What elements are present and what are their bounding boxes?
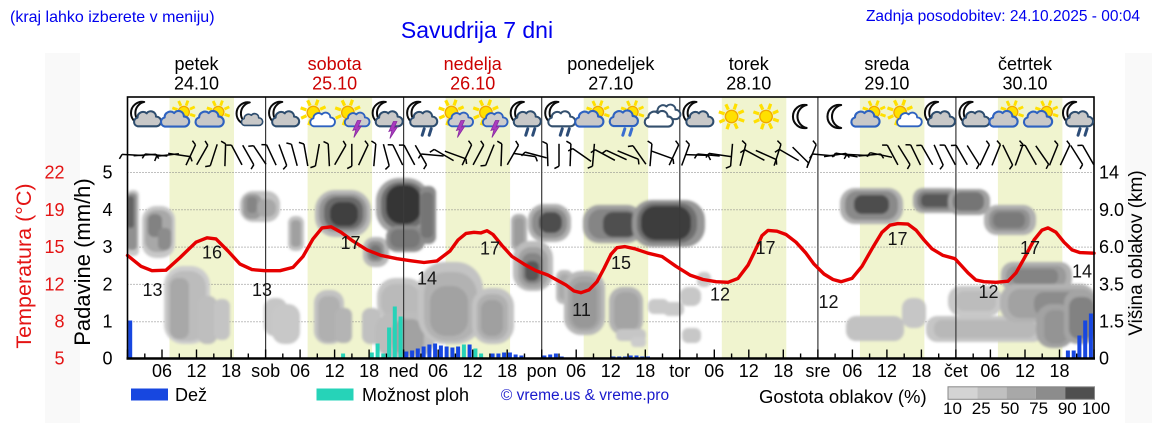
svg-text:18: 18	[359, 361, 379, 381]
svg-text:17: 17	[755, 238, 775, 258]
svg-text:12: 12	[325, 361, 345, 381]
svg-text:12: 12	[739, 361, 759, 381]
svg-text:12: 12	[1015, 361, 1035, 381]
svg-text:18: 18	[497, 361, 517, 381]
svg-text:12: 12	[818, 292, 838, 312]
svg-text:17: 17	[1020, 238, 1040, 258]
svg-text:sobota: sobota	[308, 54, 363, 74]
svg-text:12: 12	[463, 361, 483, 381]
svg-text:4: 4	[102, 200, 112, 220]
svg-text:06: 06	[566, 361, 586, 381]
svg-text:18: 18	[635, 361, 655, 381]
svg-text:0: 0	[1099, 349, 1109, 369]
svg-text:Zadnja posodobitev: 24.10.2025: Zadnja posodobitev: 24.10.2025 - 00:04	[866, 8, 1140, 25]
svg-text:14: 14	[417, 269, 437, 289]
svg-text:Možnost ploh: Možnost ploh	[362, 385, 469, 405]
svg-text:5: 5	[102, 163, 112, 183]
svg-text:1: 1	[102, 312, 112, 332]
svg-text:Savudrija 7 dni: Savudrija 7 dni	[401, 17, 553, 43]
svg-text:06: 06	[428, 361, 448, 381]
svg-text:12: 12	[44, 274, 64, 294]
svg-text:18: 18	[221, 361, 241, 381]
svg-text:pon: pon	[527, 361, 557, 381]
svg-text:28.10: 28.10	[726, 74, 771, 94]
svg-text:90: 90	[1058, 399, 1077, 418]
svg-text:tor: tor	[669, 361, 690, 381]
svg-text:18: 18	[911, 361, 931, 381]
svg-text:17: 17	[340, 233, 360, 253]
svg-text:24.10: 24.10	[174, 74, 219, 94]
svg-text:15: 15	[611, 253, 631, 273]
svg-text:čet: čet	[944, 361, 968, 381]
svg-text:13: 13	[252, 280, 272, 300]
svg-text:sre: sre	[805, 361, 830, 381]
svg-text:100: 100	[1082, 399, 1110, 418]
svg-text:5: 5	[54, 349, 64, 369]
svg-text:3.5: 3.5	[1099, 274, 1124, 294]
svg-text:ponedeljek: ponedeljek	[567, 54, 655, 74]
svg-text:© vreme.us & vreme.pro: © vreme.us & vreme.pro	[501, 387, 669, 404]
svg-text:30.10: 30.10	[1002, 74, 1047, 94]
svg-text:18: 18	[773, 361, 793, 381]
svg-text:14: 14	[1072, 262, 1092, 282]
svg-text:25.10: 25.10	[312, 74, 357, 94]
svg-text:22: 22	[44, 163, 64, 183]
svg-text:Temperatura (°C): Temperatura (°C)	[12, 183, 36, 348]
svg-text:nedelja: nedelja	[444, 54, 503, 74]
svg-text:12: 12	[877, 361, 897, 381]
svg-text:16: 16	[202, 243, 222, 263]
svg-text:(kraj lahko izberete v meniju): (kraj lahko izberete v meniju)	[10, 9, 215, 26]
svg-text:1.5: 1.5	[1099, 312, 1124, 332]
svg-text:2: 2	[102, 274, 112, 294]
svg-text:ned: ned	[389, 361, 419, 381]
svg-text:19: 19	[44, 200, 64, 220]
svg-text:8: 8	[54, 312, 64, 332]
svg-text:11: 11	[572, 300, 591, 320]
svg-text:10: 10	[943, 399, 962, 418]
svg-text:četrtek: četrtek	[998, 54, 1053, 74]
svg-text:29.10: 29.10	[864, 74, 909, 94]
svg-text:17: 17	[480, 239, 500, 259]
svg-text:torek: torek	[729, 54, 770, 74]
svg-text:14: 14	[1099, 163, 1119, 183]
svg-text:Dež: Dež	[175, 385, 207, 405]
svg-text:petek: petek	[174, 54, 219, 74]
svg-text:15: 15	[44, 237, 64, 257]
svg-text:27.10: 27.10	[588, 74, 633, 94]
svg-text:06: 06	[980, 361, 1000, 381]
svg-text:12: 12	[978, 282, 998, 302]
svg-text:sob: sob	[251, 361, 280, 381]
svg-text:sreda: sreda	[864, 54, 910, 74]
svg-text:26.10: 26.10	[450, 74, 495, 94]
svg-text:50: 50	[1000, 399, 1019, 418]
svg-text:06: 06	[842, 361, 862, 381]
svg-text:3: 3	[102, 237, 112, 257]
svg-text:17: 17	[887, 229, 907, 249]
svg-text:12: 12	[710, 285, 730, 305]
svg-text:Gostota oblakov (%): Gostota oblakov (%)	[759, 386, 927, 407]
svg-text:13: 13	[142, 280, 162, 300]
svg-text:12: 12	[186, 361, 206, 381]
svg-text:75: 75	[1029, 399, 1048, 418]
svg-text:0: 0	[102, 349, 112, 369]
svg-text:06: 06	[704, 361, 724, 381]
svg-text:06: 06	[152, 361, 172, 381]
svg-text:12: 12	[601, 361, 621, 381]
svg-text:Višina oblakov (km): Višina oblakov (km)	[1126, 170, 1147, 335]
svg-text:6.0: 6.0	[1099, 237, 1124, 257]
svg-text:25: 25	[972, 399, 991, 418]
svg-text:18: 18	[1049, 361, 1069, 381]
svg-text:9.0: 9.0	[1099, 200, 1124, 220]
svg-text:Padavine (mm/h): Padavine (mm/h)	[70, 178, 95, 346]
svg-text:06: 06	[290, 361, 310, 381]
